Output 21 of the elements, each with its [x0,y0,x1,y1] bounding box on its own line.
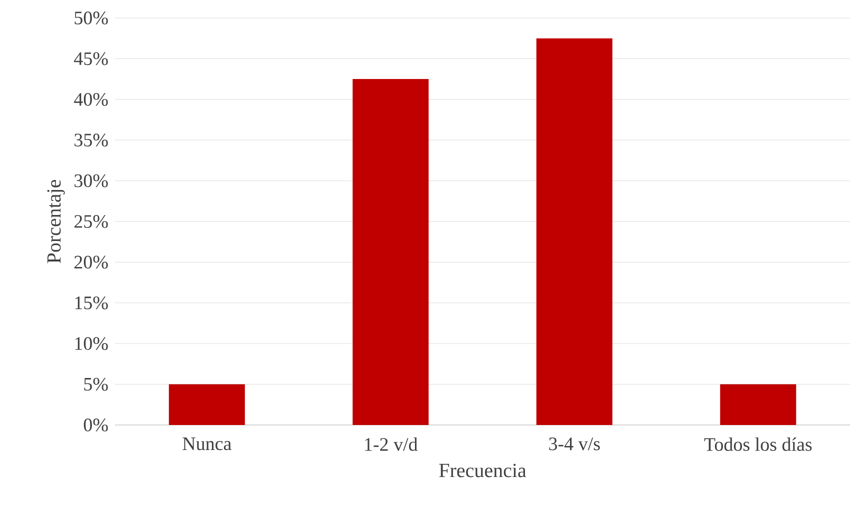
y-tick-label: 20% [74,256,108,269]
y-tick-label: 45% [74,52,108,66]
y-tick-label: 15% [75,296,108,310]
x-tick-label: 1-2 v/d [365,438,418,451]
bar [168,384,245,425]
y-tick-label: 0% [84,418,108,432]
y-tick-label: 35% [74,134,108,147]
y-tick-label: 25% [74,215,108,228]
x-tick-label: Nunca [182,438,232,450]
bar [720,384,796,425]
y-tick-label: 30% [74,174,108,188]
bar [536,38,612,425]
bar [352,79,429,425]
x-tick-label: 3-4 v/s [549,438,600,450]
x-tick-label: Todos los días [704,438,812,451]
y-tick-label: 40% [74,92,108,106]
y-axis-title: Porcentaje [47,180,65,264]
y-tick-label: 5% [84,378,108,391]
x-axis-title: Frecuencia [439,464,526,478]
y-tick-label: 10% [75,337,108,350]
y-tick-label: 50% [74,12,108,24]
